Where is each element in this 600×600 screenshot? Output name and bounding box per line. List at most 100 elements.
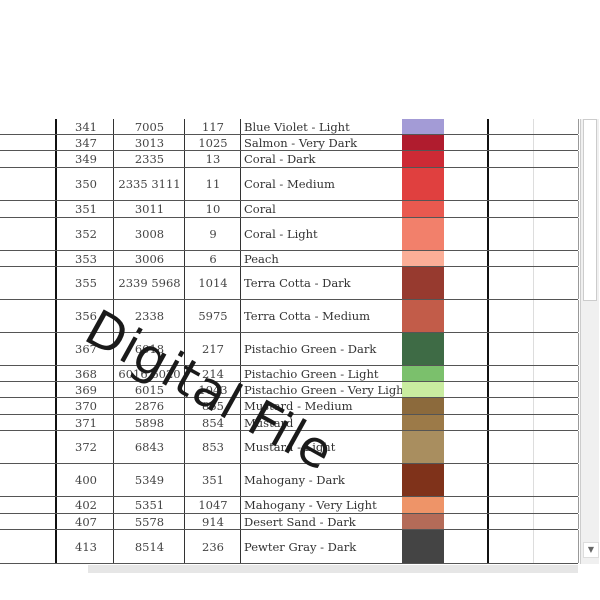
empty-cell[interactable] bbox=[487, 398, 535, 414]
anchor-number[interactable]: 855 bbox=[184, 398, 241, 414]
madeira-number[interactable]: 6018 bbox=[113, 333, 185, 365]
color-name[interactable]: Mustard - Light bbox=[240, 431, 402, 463]
color-swatch[interactable] bbox=[402, 431, 444, 463]
color-swatch[interactable] bbox=[402, 201, 444, 217]
dmc-number[interactable]: 372 bbox=[55, 431, 115, 463]
row-header-blank[interactable] bbox=[0, 267, 55, 299]
color-swatch[interactable] bbox=[402, 366, 444, 381]
dmc-number[interactable]: 352 bbox=[55, 218, 115, 250]
row-header-blank[interactable] bbox=[0, 333, 55, 365]
empty-cell[interactable] bbox=[487, 497, 535, 513]
color-name[interactable]: Mustard bbox=[240, 415, 402, 430]
madeira-number[interactable]: 5898 bbox=[113, 415, 185, 430]
anchor-number[interactable]: 914 bbox=[184, 514, 241, 529]
madeira-number[interactable]: 2335 3111 bbox=[113, 168, 185, 200]
anchor-number[interactable]: 236 bbox=[184, 530, 241, 563]
color-swatch[interactable] bbox=[402, 464, 444, 496]
color-name[interactable]: Mahogany - Very Light bbox=[240, 497, 402, 513]
madeira-number[interactable]: 5578 bbox=[113, 514, 185, 529]
anchor-number[interactable]: 214 bbox=[184, 366, 241, 381]
anchor-number[interactable]: 1014 bbox=[184, 267, 241, 299]
dmc-number[interactable]: 400 bbox=[55, 464, 115, 496]
dmc-number[interactable]: 347 bbox=[55, 135, 115, 150]
madeira-number[interactable]: 3011 bbox=[113, 201, 185, 217]
empty-cell[interactable] bbox=[533, 168, 579, 200]
anchor-number[interactable]: 117 bbox=[184, 119, 241, 134]
color-name[interactable]: Coral - Medium bbox=[240, 168, 402, 200]
color-name[interactable]: Pewter Gray - Dark bbox=[240, 530, 402, 563]
madeira-number[interactable]: 3013 bbox=[113, 135, 185, 150]
empty-cell[interactable] bbox=[487, 530, 535, 563]
color-swatch[interactable] bbox=[402, 300, 444, 332]
color-name[interactable]: Coral - Dark bbox=[240, 151, 402, 167]
row-header-blank[interactable] bbox=[0, 431, 55, 463]
color-name[interactable]: Coral bbox=[240, 201, 402, 217]
empty-cell[interactable] bbox=[533, 119, 579, 134]
color-name[interactable]: Terra Cotta - Medium bbox=[240, 300, 402, 332]
madeira-number[interactable]: 2339 5968 bbox=[113, 267, 185, 299]
row-header-blank[interactable] bbox=[0, 464, 55, 496]
anchor-number[interactable]: 10 bbox=[184, 201, 241, 217]
color-swatch[interactable] bbox=[402, 530, 444, 563]
dmc-number[interactable]: 351 bbox=[55, 201, 115, 217]
dmc-number[interactable]: 356 bbox=[55, 300, 115, 332]
color-name[interactable]: Pistachio Green - Dark bbox=[240, 333, 402, 365]
empty-cell[interactable] bbox=[533, 464, 579, 496]
madeira-number[interactable]: 8514 bbox=[113, 530, 185, 563]
dmc-number[interactable]: 341 bbox=[55, 119, 115, 134]
row-header-blank[interactable] bbox=[0, 514, 55, 529]
madeira-number[interactable]: 3008 bbox=[113, 218, 185, 250]
row-header-blank[interactable] bbox=[0, 135, 55, 150]
color-name[interactable]: Mahogany - Dark bbox=[240, 464, 402, 496]
dmc-number[interactable]: 369 bbox=[55, 382, 115, 397]
color-swatch[interactable] bbox=[402, 251, 444, 266]
empty-cell[interactable] bbox=[533, 398, 579, 414]
anchor-number[interactable]: 5975 bbox=[184, 300, 241, 332]
color-swatch[interactable] bbox=[402, 333, 444, 365]
empty-cell[interactable] bbox=[533, 267, 579, 299]
anchor-number[interactable]: 6 bbox=[184, 251, 241, 266]
dmc-number[interactable]: 350 bbox=[55, 168, 115, 200]
color-swatch[interactable] bbox=[402, 135, 444, 150]
empty-cell[interactable] bbox=[487, 135, 535, 150]
empty-cell[interactable] bbox=[487, 366, 535, 381]
dmc-number[interactable]: 349 bbox=[55, 151, 115, 167]
color-name[interactable]: Pistachio Green - Light bbox=[240, 366, 402, 381]
horizontal-scrollbar[interactable] bbox=[0, 565, 578, 573]
color-swatch[interactable] bbox=[402, 119, 444, 134]
empty-cell[interactable] bbox=[487, 464, 535, 496]
empty-cell[interactable] bbox=[487, 300, 535, 332]
madeira-number[interactable]: 6015 bbox=[113, 382, 185, 397]
empty-cell[interactable] bbox=[533, 431, 579, 463]
color-name[interactable]: Coral - Light bbox=[240, 218, 402, 250]
color-name[interactable]: Peach bbox=[240, 251, 402, 266]
dmc-number[interactable]: 370 bbox=[55, 398, 115, 414]
scroll-down-icon[interactable]: ▼ bbox=[583, 542, 599, 558]
empty-cell[interactable] bbox=[487, 151, 535, 167]
anchor-number[interactable]: 11 bbox=[184, 168, 241, 200]
color-name[interactable]: Desert Sand - Dark bbox=[240, 514, 402, 529]
color-swatch[interactable] bbox=[402, 514, 444, 529]
madeira-number[interactable]: 3006 bbox=[113, 251, 185, 266]
empty-cell[interactable] bbox=[487, 514, 535, 529]
color-swatch[interactable] bbox=[402, 398, 444, 414]
empty-cell[interactable] bbox=[533, 201, 579, 217]
madeira-number[interactable]: 2335 bbox=[113, 151, 185, 167]
row-header-blank[interactable] bbox=[0, 300, 55, 332]
anchor-number[interactable]: 1043 bbox=[184, 382, 241, 397]
color-name[interactable]: Salmon - Very Dark bbox=[240, 135, 402, 150]
madeira-number[interactable]: 7005 bbox=[113, 119, 185, 134]
anchor-number[interactable]: 9 bbox=[184, 218, 241, 250]
color-swatch[interactable] bbox=[402, 267, 444, 299]
empty-cell[interactable] bbox=[533, 415, 579, 430]
row-header-blank[interactable] bbox=[0, 151, 55, 167]
empty-cell[interactable] bbox=[487, 333, 535, 365]
dmc-number[interactable]: 368 bbox=[55, 366, 115, 381]
color-name[interactable]: Blue Violet - Light bbox=[240, 119, 402, 134]
empty-cell[interactable] bbox=[487, 119, 535, 134]
row-header-blank[interactable] bbox=[0, 497, 55, 513]
empty-cell[interactable] bbox=[487, 415, 535, 430]
dmc-number[interactable]: 353 bbox=[55, 251, 115, 266]
row-header-blank[interactable] bbox=[0, 398, 55, 414]
empty-cell[interactable] bbox=[533, 251, 579, 266]
